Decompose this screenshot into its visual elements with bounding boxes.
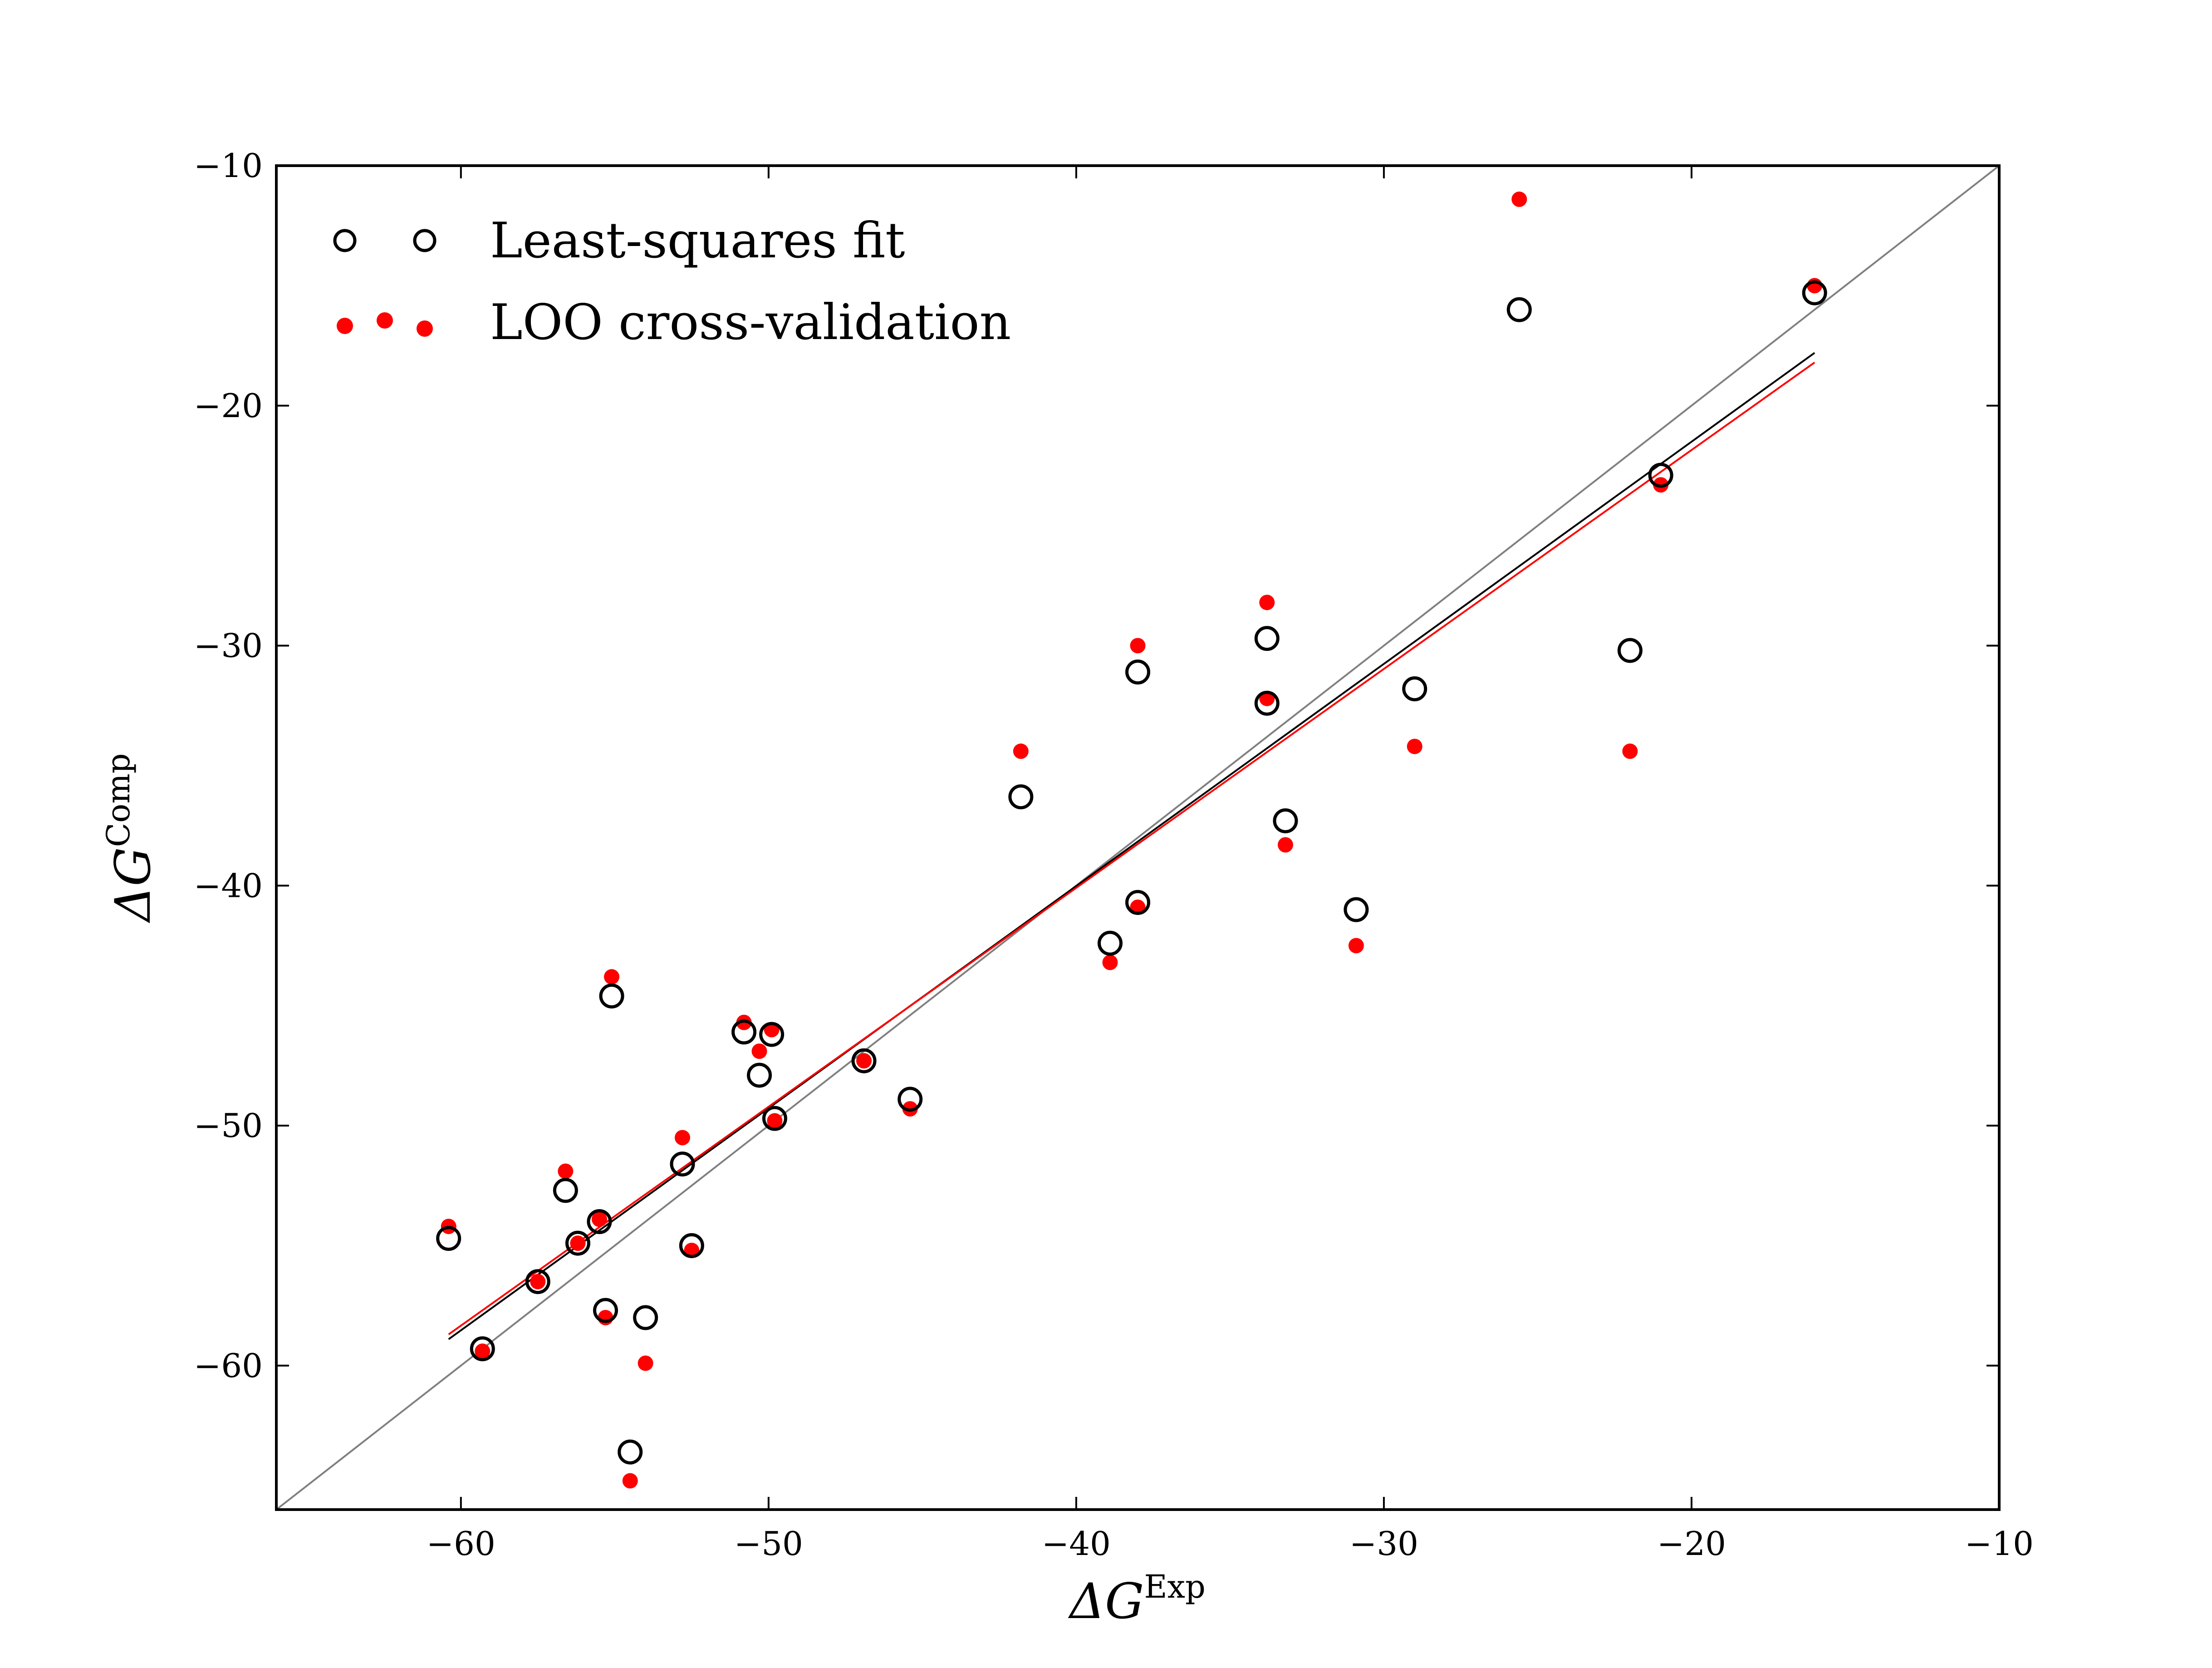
least-squares-point (553, 1178, 578, 1203)
x-tick-label: −40 (1042, 1525, 1111, 1563)
loo-point (1277, 837, 1293, 853)
least-squares-point (1125, 890, 1150, 915)
y-tick-label: −60 (194, 1347, 263, 1385)
loo-point (1348, 938, 1364, 954)
y-tick-label: −50 (194, 1107, 263, 1145)
x-axis-label: ΔGExp (1068, 1568, 1206, 1630)
y-tick-label: −10 (194, 147, 263, 185)
loo-point (1013, 743, 1029, 759)
legend-entry-least-squares: Least-squares fit (333, 212, 905, 269)
least-squares-point (1402, 676, 1427, 702)
legend-label-least-squares: Least-squares fit (490, 212, 905, 269)
legend-label-loo: LOO cross-validation (490, 294, 1011, 351)
loo-point (1622, 743, 1638, 759)
least-squares-point (759, 1022, 785, 1047)
loo-point (604, 969, 620, 985)
legend: Least-squares fit LOO cross-validation (333, 212, 1011, 351)
least-squares-point (1648, 463, 1673, 488)
least-squares-point (1008, 784, 1034, 810)
least-squares-point (618, 1439, 643, 1465)
y-axis-label: ΔGComp (100, 753, 162, 923)
x-axis-label-base: ΔG (1068, 1573, 1144, 1630)
loo-point (558, 1163, 574, 1179)
loo-point (570, 1235, 586, 1251)
loo-point (1130, 638, 1146, 654)
least-squares-point (565, 1230, 590, 1256)
legend-marker-dot-2 (377, 312, 393, 329)
least-squares-point (1344, 897, 1369, 922)
least-squares-point (1097, 930, 1123, 956)
least-squares-point (898, 1087, 923, 1112)
legend-entry-loo: LOO cross-validation (337, 294, 1011, 351)
legend-marker-open-circle-1 (333, 229, 357, 252)
least-squares-point (593, 1298, 618, 1323)
loo-point (591, 1211, 607, 1227)
legend-marker-open-circle-2 (413, 229, 437, 252)
x-tick-label: −50 (734, 1525, 803, 1563)
least-squares-point (851, 1048, 877, 1073)
y-axis-label-sup: Comp (100, 753, 137, 847)
loo-point (1511, 192, 1527, 207)
loo-point (475, 1343, 490, 1359)
y-axis-label-base: ΔG (105, 847, 162, 923)
least-squares-point (1125, 659, 1150, 685)
least-squares-point (599, 983, 624, 1009)
line-identity-0 (276, 166, 1999, 1510)
least-squares-point (1273, 808, 1298, 833)
least-squares-point (525, 1269, 550, 1294)
least-squares-point (670, 1151, 695, 1177)
loo-point (622, 1473, 638, 1489)
loo-point (1407, 738, 1422, 754)
ticks-layer: −60 −50 −40 −30 −20 −10 −10 −20 −30 −40 −50 −60 (194, 147, 2034, 1563)
legend-marker-dot-3 (417, 320, 433, 337)
least-squares-point (436, 1226, 461, 1251)
y-tick-label: −40 (194, 866, 263, 905)
least-squares-point (679, 1233, 704, 1258)
least-squares-point (747, 1063, 772, 1088)
least-squares-point (1617, 638, 1643, 663)
loo-point (530, 1274, 546, 1289)
loo-point (856, 1053, 872, 1069)
x-tick-label: −10 (1965, 1525, 2034, 1563)
least-squares-point (1506, 297, 1532, 322)
x-axis-label-sup: Exp (1144, 1568, 1205, 1605)
least-squares-point (731, 1019, 757, 1045)
least-squares-point (1802, 280, 1827, 305)
loo-point (767, 1113, 783, 1129)
least-squares-point (633, 1305, 658, 1330)
plot-area-frame (275, 164, 2001, 1511)
y-tick-label: −20 (194, 387, 263, 425)
x-tick-label: −20 (1657, 1525, 1726, 1563)
least-squares-point (1254, 626, 1280, 651)
loo-point (1807, 278, 1823, 294)
least-squares-point (470, 1336, 495, 1362)
loo-point (638, 1355, 653, 1371)
least-squares-point (587, 1209, 612, 1234)
least-squares-point (762, 1106, 787, 1131)
y-tick-label: −30 (194, 627, 263, 665)
legend-marker-dot-1 (337, 318, 353, 334)
x-tick-label: −30 (1349, 1525, 1418, 1563)
x-tick-label: −60 (427, 1525, 495, 1563)
loo-point (1259, 595, 1275, 610)
loo-point (1102, 955, 1118, 970)
least-squares-point (1254, 690, 1280, 716)
loo-point (598, 1310, 613, 1325)
loo-point (751, 1043, 767, 1059)
loo-point (675, 1130, 691, 1146)
points-layer (436, 192, 1827, 1489)
